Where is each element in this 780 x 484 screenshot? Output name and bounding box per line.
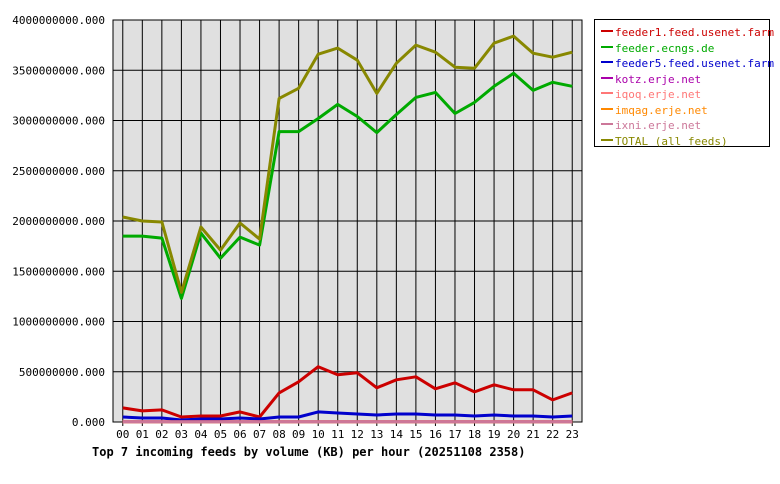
- x-tick-label: 07: [253, 428, 266, 441]
- x-tick-label: 20: [507, 428, 520, 441]
- y-tick-label: 1000000000.000: [12, 316, 105, 329]
- x-tick-label: 11: [331, 428, 344, 441]
- chart-title: Top 7 incoming feeds by volume (KB) per …: [92, 445, 525, 459]
- x-tick-label: 13: [370, 428, 383, 441]
- legend-item: kotz.erje.net: [601, 73, 701, 87]
- y-tick-label: 2500000000.000: [12, 165, 105, 178]
- x-tick-label: 16: [429, 428, 442, 441]
- x-tick-label: 04: [194, 428, 208, 441]
- x-tick-label: 03: [175, 428, 188, 441]
- legend-swatch: [601, 108, 613, 116]
- legend-item: feeder1.feed.usenet.farm: [601, 26, 774, 40]
- x-tick-label: 02: [155, 428, 168, 441]
- x-tick-label: 01: [136, 428, 149, 441]
- x-tick-label: 06: [233, 428, 246, 441]
- legend-swatch: [601, 30, 613, 38]
- x-tick-label: 22: [546, 428, 559, 441]
- x-tick-label: 14: [390, 428, 404, 441]
- legend-label: imqag.erje.net: [615, 104, 708, 117]
- x-tick-label: 00: [116, 428, 129, 441]
- legend-item: TOTAL (all feeds): [601, 135, 728, 149]
- legend-label: iqoq.erje.net: [615, 88, 701, 101]
- y-tick-label: 0.000: [72, 416, 105, 429]
- legend-swatch: [601, 92, 613, 100]
- legend-swatch: [601, 123, 613, 131]
- legend-item: imqag.erje.net: [601, 104, 708, 118]
- x-tick-label: 19: [487, 428, 500, 441]
- legend-item: ixni.erje.net: [601, 119, 701, 133]
- legend-label: TOTAL (all feeds): [615, 135, 728, 148]
- y-tick-label: 3000000000.000: [12, 115, 105, 128]
- legend-swatch: [601, 77, 613, 85]
- legend-item: iqoq.erje.net: [601, 88, 701, 102]
- legend-swatch: [601, 46, 613, 54]
- y-tick-label: 4000000000.000: [12, 14, 105, 27]
- legend-label: feeder1.feed.usenet.farm: [615, 26, 774, 39]
- x-tick-label: 08: [272, 428, 285, 441]
- y-tick-label: 500000000.000: [19, 366, 105, 379]
- legend-item: feeder5.feed.usenet.farm: [601, 57, 774, 71]
- legend-label: feeder5.feed.usenet.farm: [615, 57, 774, 70]
- legend-item: feeder.ecngs.de: [601, 42, 714, 56]
- legend-swatch: [601, 139, 613, 147]
- legend-swatch: [601, 61, 613, 69]
- x-tick-label: 15: [409, 428, 422, 441]
- x-tick-label: 10: [312, 428, 325, 441]
- x-tick-label: 09: [292, 428, 305, 441]
- x-tick-label: 21: [527, 428, 540, 441]
- y-tick-label: 3500000000.000: [12, 64, 105, 77]
- y-tick-label: 1500000000.000: [12, 265, 105, 278]
- x-tick-label: 17: [448, 428, 461, 441]
- legend-label: feeder.ecngs.de: [615, 42, 714, 55]
- legend-label: kotz.erje.net: [615, 73, 701, 86]
- y-tick-label: 2000000000.000: [12, 215, 105, 228]
- x-tick-label: 12: [351, 428, 364, 441]
- x-tick-label: 23: [566, 428, 579, 441]
- x-tick-label: 18: [468, 428, 481, 441]
- x-tick-label: 05: [214, 428, 227, 441]
- legend-label: ixni.erje.net: [615, 119, 701, 132]
